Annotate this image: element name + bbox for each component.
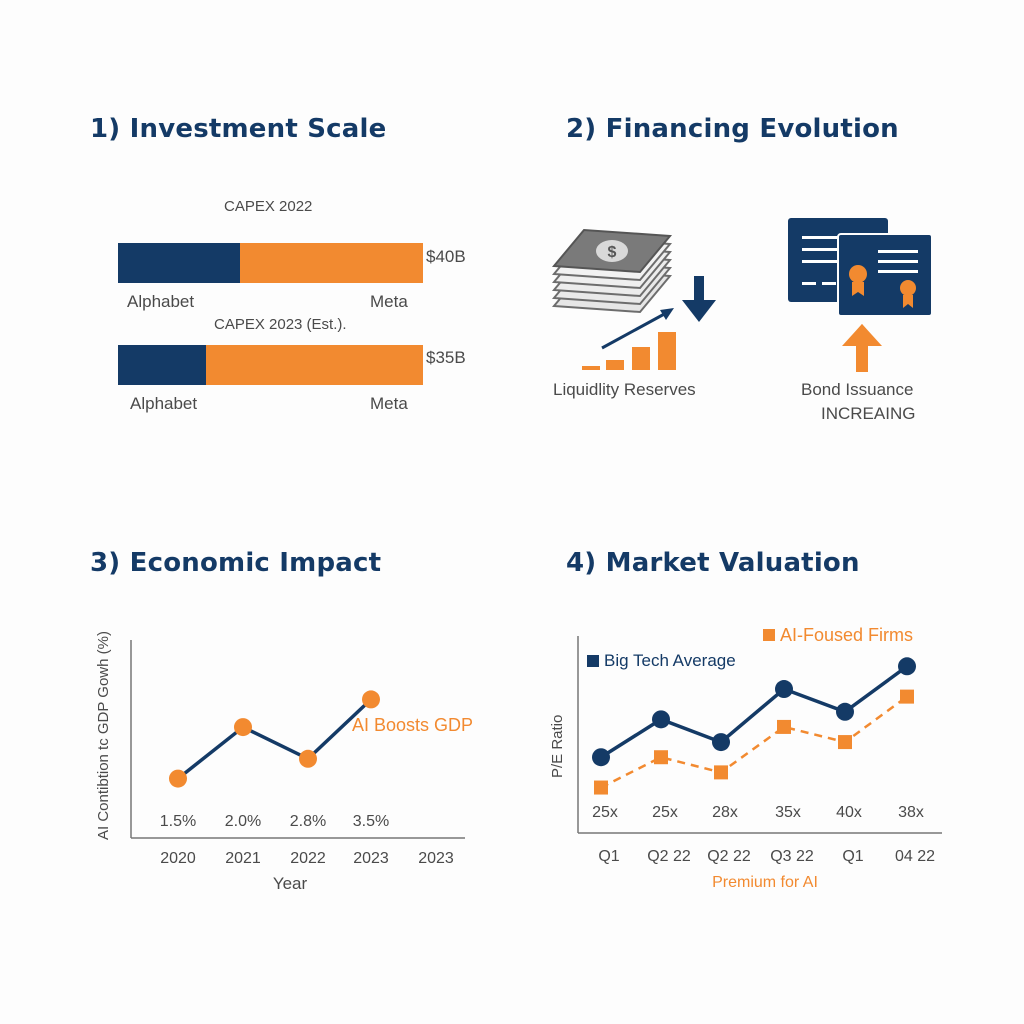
pe-value-label: 35x [775, 804, 801, 821]
capex-bar-chart: CAPEX 2022 $40B Alphabet Meta CAPEX 2023… [0, 0, 512, 460]
x-tick-label: 2023 [353, 850, 389, 867]
gdp-line-chart: AI Contibtion tc GDP Gowh (%) Year AI Bo… [95, 631, 473, 893]
money-stack-icon: $ [551, 228, 673, 314]
gdp-data-point [234, 718, 252, 737]
x-tick-label: 2022 [290, 850, 326, 867]
legend-label-big-tech: Big Tech Average [604, 651, 736, 670]
x-tick-label: Q2 22 [647, 848, 691, 865]
x-tick-label: Q1 [598, 848, 619, 865]
pe-value-label: 25x [592, 804, 618, 821]
trend-arrow-line [601, 310, 669, 350]
bar-segment-meta [206, 345, 423, 385]
section-title-economic: 3) Economic Impact [90, 548, 382, 578]
bar-segment-alphabet [118, 243, 240, 283]
x-tick-label: Q3 22 [770, 848, 814, 865]
bar-segment-label-meta: Meta [370, 394, 408, 413]
growth-bars-icon [582, 332, 676, 370]
legend-label-ai-focused: AI-Foused Firms [780, 625, 913, 645]
bar-segment-meta [240, 243, 423, 283]
big-tech-data-point [836, 702, 854, 721]
bar-segment-label-meta: Meta [370, 292, 408, 311]
x-tick-label: 04 22 [895, 848, 935, 865]
bar-segment-alphabet [118, 345, 207, 385]
section-title-valuation: 4) Market Valuation [566, 548, 860, 578]
gdp-series-line [176, 698, 373, 780]
up-arrow-icon [842, 324, 882, 372]
ai-focused-data-point [900, 689, 914, 704]
bar-segment-label-alphabet: Alphabet [130, 394, 198, 413]
bar-segment-label-alphabet: Alphabet [127, 292, 195, 311]
pe-value-label: 25x [652, 804, 678, 821]
bond-increasing-label: INCREAING [821, 404, 916, 423]
certificate-front-icon [837, 233, 933, 317]
pe-ratio-line-chart: P/E Ratio Big Tech Average AI-Foused Fir… [549, 625, 942, 891]
ai-focused-data-point [594, 780, 608, 795]
gdp-value-label: 2.8% [290, 813, 326, 830]
gdp-data-point [169, 769, 187, 788]
capex-2023-bar [118, 345, 423, 385]
big-tech-data-point [712, 733, 730, 752]
bar-caption-2023: CAPEX 2023 (Est.). [214, 316, 347, 333]
liquidity-reserves-label: Liquidlity Reserves [553, 380, 696, 399]
section-title-financing: 2) Financing Evolution [566, 114, 899, 144]
gdp-value-label: 2.0% [225, 813, 261, 830]
x-tick-label: Q2 22 [707, 848, 751, 865]
x-tick-label: 2021 [225, 850, 261, 867]
svg-text:$: $ [608, 244, 617, 261]
ai-focused-data-point [838, 735, 852, 750]
big-tech-data-point [592, 748, 610, 767]
bar-total-2022: $40B [426, 247, 466, 266]
gdp-annotation: AI Boosts GDP [352, 715, 473, 735]
bond-certificate-icon [788, 218, 933, 372]
capex-2022-bar [118, 243, 423, 283]
legend-swatch-ai-focused [763, 629, 775, 641]
x-axis-label: Year [273, 874, 308, 893]
x-tick-label: 2020 [160, 850, 196, 867]
section-title-investment: 1) Investment Scale [90, 114, 387, 144]
ai-focused-data-point [777, 719, 791, 734]
pe-value-label: 28x [712, 804, 738, 821]
down-arrow-icon [682, 276, 716, 322]
bond-issuance-label: Bond Issuance [801, 380, 914, 399]
ai-focused-series-line [600, 695, 908, 789]
gdp-value-label: 1.5% [160, 813, 196, 830]
legend-swatch-big-tech [587, 655, 599, 667]
gdp-data-point [299, 749, 317, 768]
x-tick-label: Q1 [842, 848, 863, 865]
pe-value-label: 40x [836, 804, 862, 821]
trend-arrow-head [660, 308, 674, 320]
cash-stack-growth-icon: $ [551, 228, 716, 370]
bar-total-2023: $35B [426, 348, 466, 367]
pe-value-label: 38x [898, 804, 924, 821]
y-axis-label: AI Contibtion tc GDP Gowh (%) [95, 631, 112, 840]
big-tech-data-point [898, 657, 916, 676]
y-axis-label: P/E Ratio [549, 715, 566, 778]
big-tech-data-point [775, 680, 793, 699]
big-tech-data-point [652, 710, 670, 729]
ai-focused-data-point [714, 765, 728, 780]
bar-caption-2022: CAPEX 2022 [224, 198, 313, 215]
ai-focused-data-point [654, 750, 668, 765]
gdp-value-label: 3.5% [353, 813, 389, 830]
premium-annotation: Premium for AI [712, 874, 818, 891]
gdp-data-point [362, 690, 380, 709]
x-tick-label: 2023 [418, 850, 454, 867]
big-tech-series-line [600, 664, 909, 759]
